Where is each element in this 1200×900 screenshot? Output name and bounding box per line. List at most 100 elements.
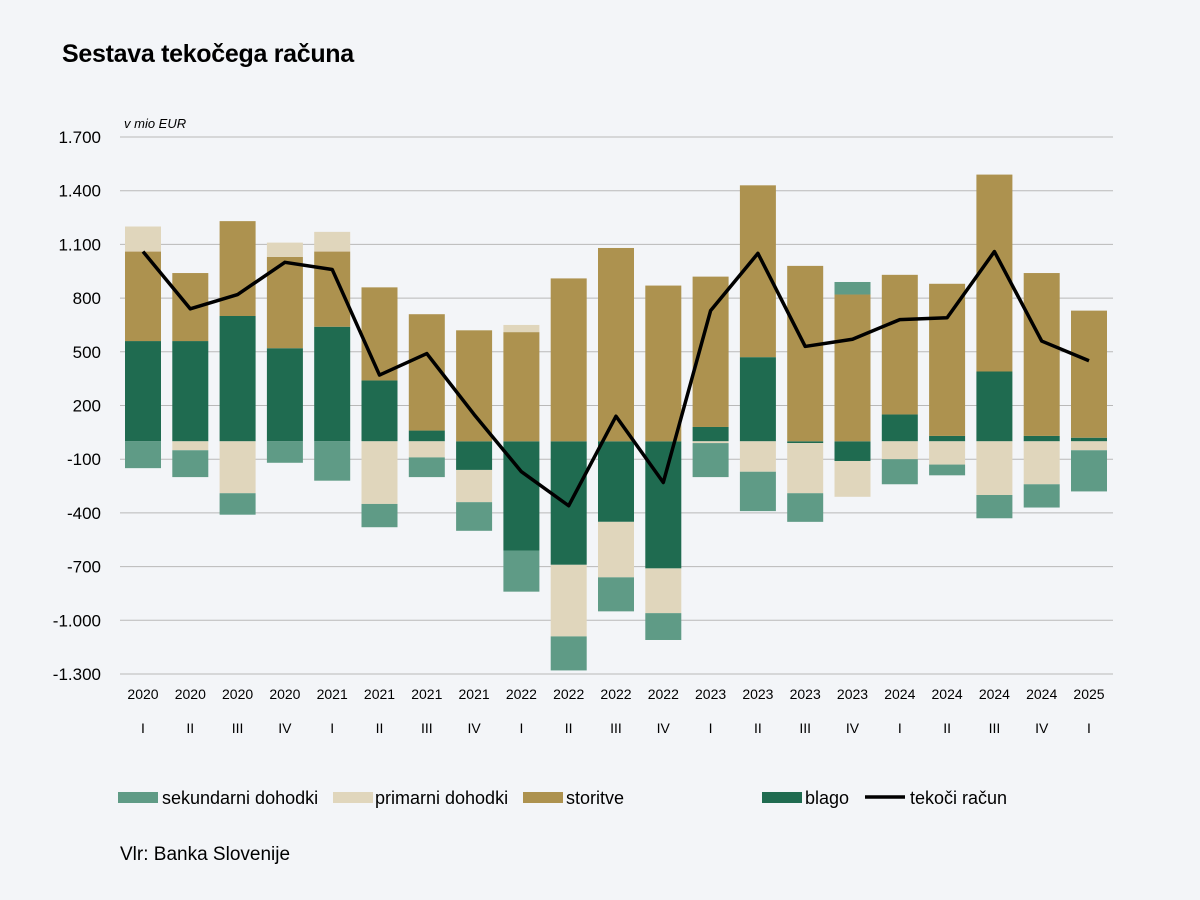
x-tick-year: 2023 xyxy=(742,686,773,702)
legend-label: sekundarni dohodki xyxy=(162,788,318,808)
x-tick-quarter: III xyxy=(421,720,433,736)
bar xyxy=(929,441,966,465)
x-tick-year: 2024 xyxy=(1026,686,1057,702)
bar xyxy=(266,348,303,442)
x-tick-year: 2025 xyxy=(1073,686,1104,702)
bar xyxy=(314,441,351,481)
y-tick-label: 1.100 xyxy=(58,235,101,254)
bar xyxy=(692,441,729,444)
x-tick-year: 2023 xyxy=(695,686,726,702)
x-tick-quarter: IV xyxy=(846,720,860,736)
x-tick-quarter: II xyxy=(565,720,573,736)
x-tick-year: 2022 xyxy=(553,686,584,702)
x-tick-year: 2020 xyxy=(222,686,253,702)
x-tick-year: 2022 xyxy=(600,686,631,702)
x-tick-quarter: IV xyxy=(1035,720,1049,736)
bar xyxy=(598,247,634,442)
x-tick-quarter: III xyxy=(989,720,1001,736)
bar xyxy=(361,503,398,528)
x-tick-year: 2022 xyxy=(506,686,537,702)
bar xyxy=(456,441,493,470)
series-primarni-dohodki xyxy=(125,226,1107,637)
bar xyxy=(1071,437,1107,442)
x-tick-quarter: III xyxy=(232,720,244,736)
bar xyxy=(1023,273,1060,436)
x-tick-year: 2024 xyxy=(979,686,1010,702)
bar xyxy=(456,469,493,503)
chart-title: Sestava tekočega računa xyxy=(62,40,354,68)
bar xyxy=(314,326,351,442)
bar xyxy=(219,316,256,442)
bar xyxy=(503,324,540,333)
bar xyxy=(739,471,776,512)
x-tick-year: 2020 xyxy=(175,686,206,702)
bar xyxy=(598,441,634,522)
x-tick-quarter: II xyxy=(754,720,762,736)
bar xyxy=(1071,450,1107,492)
y-tick-label: -700 xyxy=(67,558,101,577)
x-tick-quarter: II xyxy=(376,720,384,736)
bar xyxy=(787,441,824,444)
y-tick-label: -100 xyxy=(67,450,101,469)
bar xyxy=(645,613,682,640)
legend-label: storitve xyxy=(566,788,624,808)
bar xyxy=(929,435,966,442)
x-tick-quarter: I xyxy=(709,720,713,736)
legend-swatch xyxy=(333,792,373,803)
bar xyxy=(598,521,634,578)
x-tick-quarter: III xyxy=(610,720,622,736)
x-tick-year: 2021 xyxy=(411,686,442,702)
bar xyxy=(550,278,587,442)
legend-swatch xyxy=(762,792,802,803)
x-tick-quarter: III xyxy=(799,720,811,736)
source-note: Vlr: Banka Slovenije xyxy=(120,844,291,865)
y-tick-label: 1.400 xyxy=(58,182,101,201)
x-tick-year: 2024 xyxy=(884,686,915,702)
bar xyxy=(881,274,918,415)
series-storitve xyxy=(125,174,1107,442)
y-tick-label: 500 xyxy=(73,343,101,362)
bar xyxy=(645,285,682,442)
bar xyxy=(787,265,824,442)
x-tick-quarter: I xyxy=(519,720,523,736)
x-tick-year: 2023 xyxy=(790,686,821,702)
bar xyxy=(1071,310,1107,438)
x-tick-quarter: II xyxy=(186,720,194,736)
bar xyxy=(834,441,871,461)
bar xyxy=(172,441,209,451)
bar xyxy=(219,493,256,515)
bar xyxy=(266,441,303,463)
legend-swatch xyxy=(523,792,563,803)
bar xyxy=(361,441,398,504)
y-tick-label: 800 xyxy=(73,289,101,308)
legend-swatch xyxy=(118,792,158,803)
bar xyxy=(976,371,1013,442)
y-tick-label: 200 xyxy=(73,397,101,416)
bar xyxy=(692,426,729,442)
bar xyxy=(976,495,1013,519)
bar xyxy=(1023,435,1060,442)
bar xyxy=(125,226,161,252)
bar xyxy=(361,287,398,381)
series-blago xyxy=(125,316,1107,569)
bar xyxy=(314,231,351,252)
bar xyxy=(408,441,445,458)
x-tick-quarter: I xyxy=(141,720,145,736)
y-tick-label: -1.300 xyxy=(53,665,101,684)
bar xyxy=(787,443,824,494)
bar xyxy=(266,242,303,257)
bar xyxy=(645,568,682,614)
y-tick-label: 1.700 xyxy=(58,128,101,147)
bar xyxy=(550,636,587,671)
x-tick-quarter: IV xyxy=(467,720,481,736)
legend: sekundarni dohodki primarni dohodki storit… xyxy=(118,788,1007,808)
bar xyxy=(503,550,540,592)
bar xyxy=(598,577,634,612)
x-tick-year: 2022 xyxy=(648,686,679,702)
bar xyxy=(834,281,871,295)
legend-label: tekoči račun xyxy=(910,788,1007,808)
unit-label: v mio EUR xyxy=(124,116,186,131)
bar xyxy=(219,441,256,494)
